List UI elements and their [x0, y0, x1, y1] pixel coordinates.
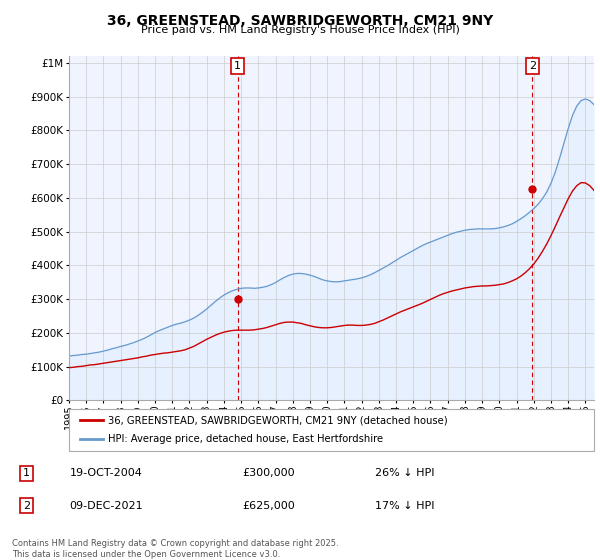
Text: 36, GREENSTEAD, SAWBRIDGEWORTH, CM21 9NY (detached house): 36, GREENSTEAD, SAWBRIDGEWORTH, CM21 9NY…	[109, 415, 448, 425]
FancyBboxPatch shape	[69, 409, 594, 451]
Text: 19-OCT-2004: 19-OCT-2004	[70, 468, 142, 478]
Text: HPI: Average price, detached house, East Hertfordshire: HPI: Average price, detached house, East…	[109, 435, 383, 445]
Text: £625,000: £625,000	[242, 501, 295, 511]
Text: 36, GREENSTEAD, SAWBRIDGEWORTH, CM21 9NY: 36, GREENSTEAD, SAWBRIDGEWORTH, CM21 9NY	[107, 14, 493, 28]
Text: 17% ↓ HPI: 17% ↓ HPI	[375, 501, 434, 511]
Text: 1: 1	[23, 468, 30, 478]
Text: 09-DEC-2021: 09-DEC-2021	[70, 501, 143, 511]
Text: 26% ↓ HPI: 26% ↓ HPI	[375, 468, 434, 478]
Text: Contains HM Land Registry data © Crown copyright and database right 2025.
This d: Contains HM Land Registry data © Crown c…	[12, 539, 338, 559]
Text: 2: 2	[529, 61, 536, 71]
Text: Price paid vs. HM Land Registry's House Price Index (HPI): Price paid vs. HM Land Registry's House …	[140, 25, 460, 35]
Text: 1: 1	[234, 61, 241, 71]
Text: £300,000: £300,000	[242, 468, 295, 478]
Text: 2: 2	[23, 501, 30, 511]
